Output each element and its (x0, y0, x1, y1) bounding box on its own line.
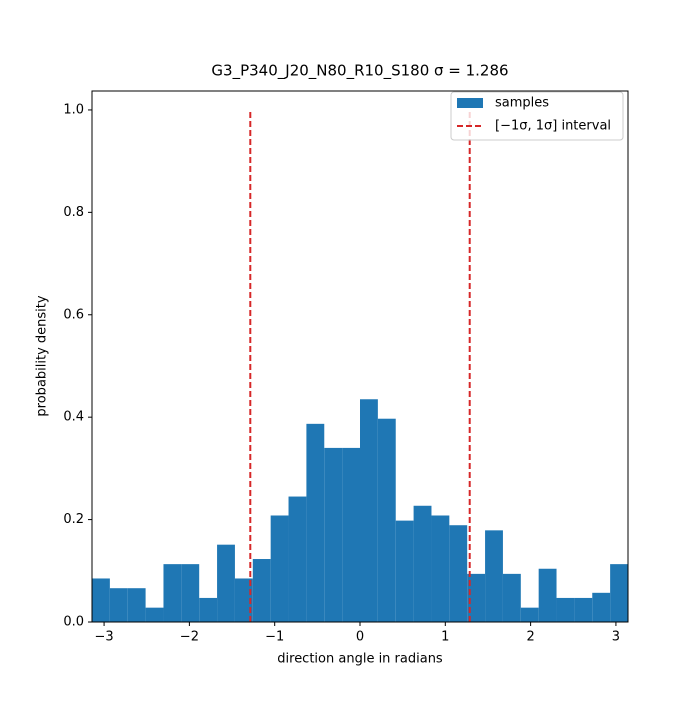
bar (252, 559, 271, 622)
x-axis-label: direction angle in radians (277, 652, 443, 667)
bar (109, 588, 128, 622)
bar (395, 520, 414, 622)
y-tick-label: 0.6 (63, 307, 84, 322)
bar (342, 447, 360, 622)
bar (485, 530, 503, 622)
x-tick-label: 2 (526, 630, 534, 645)
bar (449, 525, 468, 622)
bar (199, 597, 218, 622)
bar (467, 573, 486, 622)
bar (234, 578, 253, 622)
legend-label: [−1σ, 1σ] interval (495, 119, 611, 134)
bar (127, 588, 146, 622)
x-tick-label: −3 (94, 630, 113, 645)
bar (163, 564, 182, 622)
bar (520, 607, 539, 622)
bar (92, 578, 110, 622)
x-tick-label: 0 (356, 630, 364, 645)
bar (288, 496, 307, 622)
x-tick-label: 3 (612, 630, 620, 645)
bar (145, 607, 164, 622)
bar (556, 597, 575, 622)
legend-swatch (457, 98, 483, 108)
y-axis-label: probability density (35, 295, 50, 416)
x-tick-label: −2 (180, 630, 199, 645)
bar (324, 447, 343, 622)
legend-box (450, 91, 624, 141)
y-tick-label: 0.0 (63, 615, 84, 630)
bar (502, 573, 521, 622)
chart-title: G3_P340_J20_N80_R10_S180 σ = 1.286 (211, 62, 508, 81)
y-tick-label: 0.4 (63, 410, 84, 425)
x-tick-label: 1 (441, 630, 449, 645)
bar (574, 597, 593, 622)
y-tick-label: 0.2 (63, 512, 84, 527)
legend-label: samples (495, 96, 549, 111)
bar (217, 544, 235, 622)
bar (431, 515, 450, 622)
y-tick-label: 0.8 (63, 205, 84, 220)
bar (270, 515, 289, 622)
x-tick-label: −1 (265, 630, 284, 645)
bar (592, 592, 611, 622)
bar (538, 568, 557, 622)
bar (360, 399, 378, 622)
bar (181, 564, 200, 622)
bar (413, 505, 432, 622)
bar (306, 423, 325, 622)
bar (610, 564, 628, 622)
bar (377, 418, 396, 622)
y-tick-label: 1.0 (63, 102, 84, 117)
